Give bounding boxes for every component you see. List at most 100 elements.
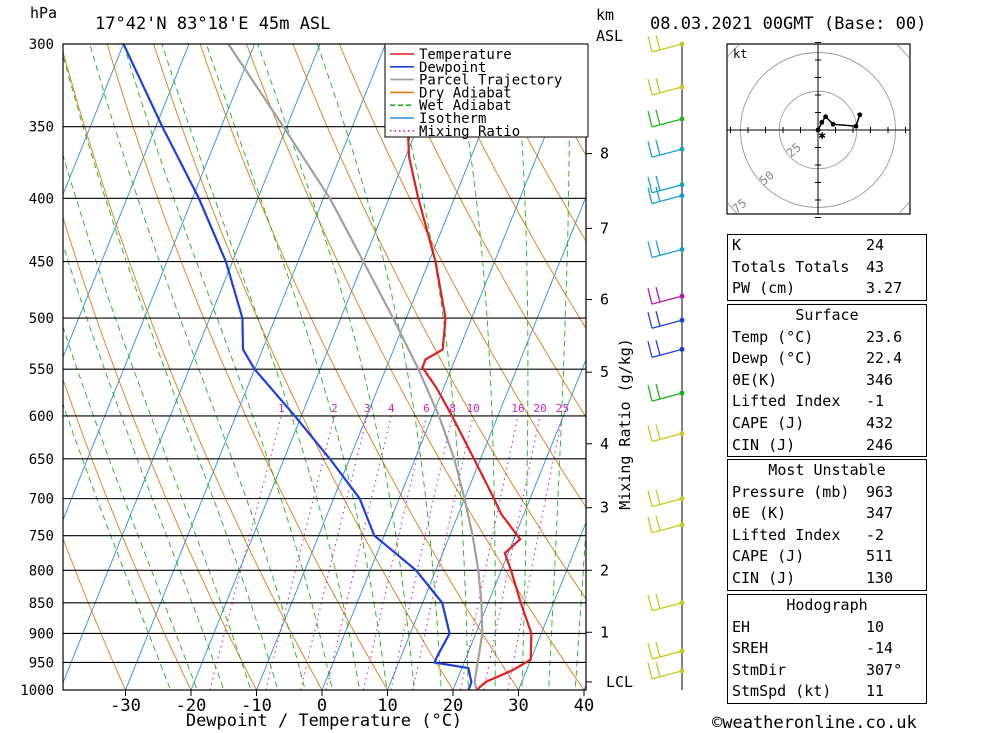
surface-indices-table: Surface Temp (°C) 23.6 Dewp (°C) 22.4 θE(K… [727,304,927,458]
barb-flag [655,109,661,126]
wet-adiabat-line [316,44,442,690]
wind-barb [647,186,685,205]
pressure-tick-label: 800 [29,563,54,579]
wet-adiabat-line [257,44,415,690]
isotherm-line [63,44,125,196]
wind-barb [647,34,685,53]
x-tick-label: 10 [377,696,397,716]
barb-dot [679,668,685,674]
index-value: 346 [866,370,894,389]
index-row-totals: Totals Totals 43 [728,257,927,279]
wind-barb [647,140,685,158]
wind-barbs [647,34,685,690]
hodograph-point [819,120,825,125]
barb-dot [679,317,685,323]
index-value: 11 [866,682,885,701]
barb-flag [647,176,653,193]
mixing-ratio-tick-label: 3 [364,402,371,415]
hodograph-point [830,121,836,127]
x-tick-label: 0 [317,696,327,716]
height-unit-asl: ASL [596,27,623,45]
general-indices-table: K 24 Totals Totals 43 PW (cm) 3.27 [727,234,927,301]
wet-adiabat-line [89,44,306,690]
index-label: CIN (J) [732,435,796,454]
hodograph-point [857,112,863,118]
x-tick-label: 20 [443,696,463,716]
axes: 3003504004505005506006507007508008509009… [20,37,633,716]
section-title: Hodograph [786,596,868,614]
height-tick-label: 3 [600,499,609,517]
index-row: θE (K) 347 [728,503,927,525]
barb-flag [647,288,653,305]
height-tick-label: 5 [600,363,609,381]
wind-barb [647,515,685,534]
parcel-trajectory-line [227,44,484,690]
barb-flag [647,78,653,96]
index-row: Temp (°C) 23.6 [728,327,927,349]
pressure-tick-label: 850 [29,596,54,612]
index-label: CAPE (J) [732,547,805,566]
index-value: 10 [866,617,885,636]
isotherm-line [387,195,586,690]
mixing-ratio-tick-label: 25 [556,402,569,415]
most-unstable-table: Most Unstable Pressure (mb) 963 θE (K) 347… [727,459,927,591]
barb-staff [651,295,683,305]
index-value: 24 [866,236,885,254]
isotherm-line [518,521,586,690]
barb-dot [679,246,685,252]
index-value: 3.27 [866,279,903,298]
index-value: 23.6 [866,327,903,346]
index-row: Lifted Index -1 [728,391,927,413]
dry-adiabat-line [63,50,323,690]
barb-staff [651,348,683,358]
wet-adiabat-line [548,44,570,690]
pressure-tick-label: 650 [29,452,54,468]
dry-adiabat-line [385,44,586,418]
barb-staff [651,148,683,158]
index-label: EH [732,617,751,636]
height-tick-label: 7 [600,219,609,237]
hodograph-unit-label: kt [733,47,747,61]
mixing-ratio-tick-label: 2 [331,402,338,415]
pressure-tick-label: 450 [29,255,54,271]
pressure-tick-label: 700 [29,492,54,508]
barb-dot [679,182,685,188]
isotherm-line [452,358,586,690]
wind-barb [647,311,685,329]
mixing-ratio-tick-label: 8 [449,402,456,415]
index-value: 511 [866,547,894,566]
copyright-text[interactable]: ©weatheronline.co.uk [712,713,917,733]
wind-barb [647,661,685,680]
isobar-lines [63,43,586,691]
barb-flag [655,661,661,678]
index-value: -2 [866,525,885,544]
pressure-unit-label: hPa [30,4,57,22]
index-value: 963 [866,482,894,501]
barb-dot [679,116,685,122]
barb-staff [651,602,683,612]
barb-dot [679,293,685,299]
profile-series [122,44,533,690]
x-axis-label: Dewpoint / Temperature (°C) [186,711,462,731]
pressure-tick-label: 350 [29,120,54,136]
wet-adiabat-line [450,44,496,690]
barb-dot [679,193,685,199]
wind-barb [647,489,685,508]
barb-staff [651,195,683,205]
isotherm-line [63,44,256,522]
barb-dot [679,431,685,437]
mixing-ratio-tick-label: 4 [388,402,395,415]
pressure-tick-label: 400 [29,191,54,207]
index-row: CIN (J) 130 [728,568,927,590]
x-tick-label: -20 [176,696,207,716]
wet-adiabat-line [383,44,469,690]
index-value: 432 [866,413,894,432]
barb-flag [647,341,653,358]
index-label: Lifted Index [732,392,841,411]
mixing-ratio-tick-label: 6 [423,402,430,415]
dry-adiabat-line [917,0,1000,716]
height-tick-label: 6 [600,291,609,309]
barb-staff [651,524,683,534]
height-tick-label: 1 [600,623,609,641]
